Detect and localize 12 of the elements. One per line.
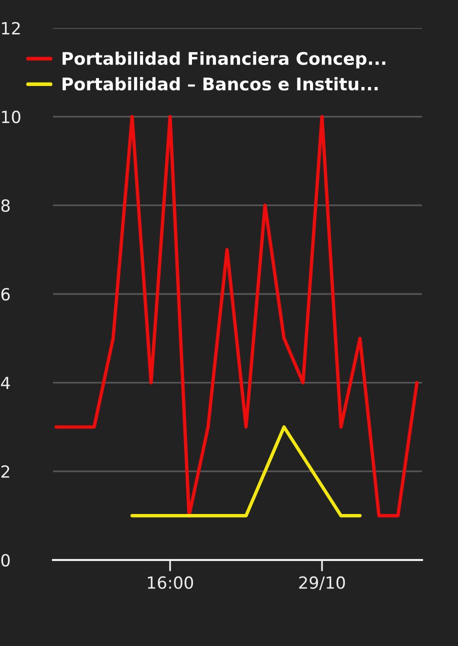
legend-label: Portabilidad – Bancos e Institu... xyxy=(62,77,378,91)
y-tick-label: 12 xyxy=(2,22,20,34)
legend-label: Portabilidad Financiera Concep... xyxy=(62,52,386,68)
y-tick-label: 4 xyxy=(1,376,10,389)
y-tick-label: 2 xyxy=(1,465,10,478)
x-tick-label: 29/10 xyxy=(299,576,345,590)
y-tick-label: 10 xyxy=(2,110,20,124)
x-tick-label: 16:00 xyxy=(148,576,193,589)
y-tick-label: 6 xyxy=(1,288,10,301)
line-series xyxy=(54,114,419,518)
y-tick-label: 0 xyxy=(1,554,10,567)
y-tick-label: 8 xyxy=(1,199,10,212)
